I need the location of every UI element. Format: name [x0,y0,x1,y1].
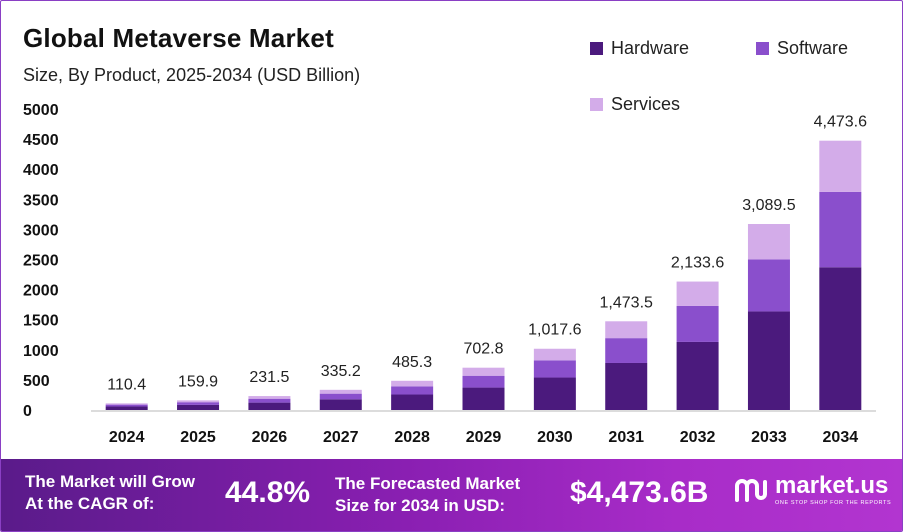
x-tick-label: 2025 [180,429,216,446]
bar-segment-hardware [462,387,505,410]
x-tick-label: 2032 [680,429,716,446]
bar-segment-software [605,338,648,363]
bar-segment-software [248,398,291,403]
x-tick-label: 2031 [608,429,644,446]
y-tick-label: 3000 [23,222,59,239]
bar-segment-services [105,403,148,405]
brand-tagline: ONE STOP SHOP FOR THE REPORTS [775,500,892,506]
y-tick-label: 2000 [23,283,59,300]
bar-total-label: 702.8 [463,341,503,358]
bar-total-label: 159.9 [178,373,218,390]
bar-total-label: 4,473.6 [814,114,867,131]
x-tick-label: 2026 [252,429,288,446]
bar-total-label: 335.2 [321,363,361,380]
bar-segment-services [248,396,291,399]
y-tick-label: 3500 [23,192,59,209]
bar-segment-services [605,321,648,339]
legend-item-software: Software [756,38,848,59]
bar-total-label: 485.3 [392,354,432,371]
legend-item-hardware: Hardware [590,38,689,59]
x-tick-label: 2024 [109,429,145,446]
bar-segment-software [747,259,790,312]
bar-segment-services [462,367,505,376]
bar-segment-hardware [319,399,362,410]
bar-segment-services [676,281,719,306]
y-tick-label: 4500 [23,132,59,149]
x-tick-label: 2029 [466,429,502,446]
brand-name: market.us [775,472,889,499]
bar-segment-software [533,360,576,378]
legend-label-hardware: Hardware [611,38,690,58]
forecast-label-line1: The Forecasted Market [335,474,521,493]
bar-segment-services [533,348,576,361]
y-tick-label: 5000 [23,102,59,119]
bar-segment-software [819,191,862,268]
bar-segment-software [391,386,434,395]
bar-segment-software [676,305,719,342]
y-tick-label: 1500 [23,313,59,330]
y-tick-label: 500 [23,373,50,390]
legend-swatch-software [756,42,769,55]
y-tick-label: 1000 [23,343,59,360]
bar-segment-hardware [676,341,719,410]
forecast-value: $4,473.6B [570,476,709,509]
bar-total-label: 1,473.5 [600,294,653,311]
bar-total-label: 3,089.5 [742,197,795,214]
x-tick-label: 2034 [823,429,859,446]
bar-segment-hardware [105,406,148,410]
bar-segment-hardware [819,267,862,410]
chart-subtitle: Size, By Product, 2025-2034 (USD Billion… [23,65,361,85]
bar-segment-hardware [533,377,576,410]
y-tick-label: 4000 [23,162,59,179]
bar-segment-software [462,375,505,388]
bar-total-label: 110.4 [107,376,146,393]
bar-segment-hardware [177,404,220,410]
bar-segment-software [105,404,148,407]
bar-segment-services [391,380,434,387]
bar-segment-software [319,393,362,400]
chart-title: Global Metaverse Market [23,23,334,53]
cagr-label-line2: At the CAGR of: [25,494,155,513]
forecast-label-line2: Size for 2034 in USD: [335,496,506,515]
x-tick-label: 2030 [537,429,573,446]
market-us-logo-icon [735,479,767,502]
cagr-label: The Market will Grow At the CAGR of: [25,471,195,515]
legend-swatch-services [590,98,603,111]
x-tick-label: 2033 [751,429,787,446]
legend-label-software: Software [777,38,849,58]
cagr-label-line1: The Market will Grow [25,472,196,491]
x-tick-label: 2028 [394,429,430,446]
y-tick-label: 0 [23,403,32,420]
bar-total-label: 1,017.6 [528,322,581,339]
bar-total-label: 2,133.6 [671,255,724,272]
x-tick-label: 2027 [323,429,359,446]
bar-segment-hardware [248,402,291,410]
legend-item-services: Services [590,94,680,115]
bar-segment-software [177,402,220,405]
cagr-value: 44.8% [225,476,311,509]
bar-segment-services [319,389,362,394]
bar-segment-hardware [747,311,790,410]
bar-segment-services [819,140,862,192]
bar-segment-hardware [605,362,648,410]
brand-logo[interactable]: market.us ONE STOP SHOP FOR THE REPORTS [733,474,891,506]
bar-segment-services [177,400,220,403]
forecast-label: The Forecasted Market Size for 2034 in U… [335,473,520,517]
legend-swatch-hardware [590,42,603,55]
bar-segment-services [747,224,790,260]
y-tick-label: 2500 [23,253,59,270]
footer-banner: The Market will Grow At the CAGR of: 44.… [1,459,902,531]
bar-total-label: 231.5 [249,369,289,386]
chart-plot: 0 500 1000 1500 2000 2500 3000 3500 4000 4500 5000… [23,102,876,446]
legend-label-services: Services [611,94,681,114]
bar-segment-hardware [391,394,434,410]
